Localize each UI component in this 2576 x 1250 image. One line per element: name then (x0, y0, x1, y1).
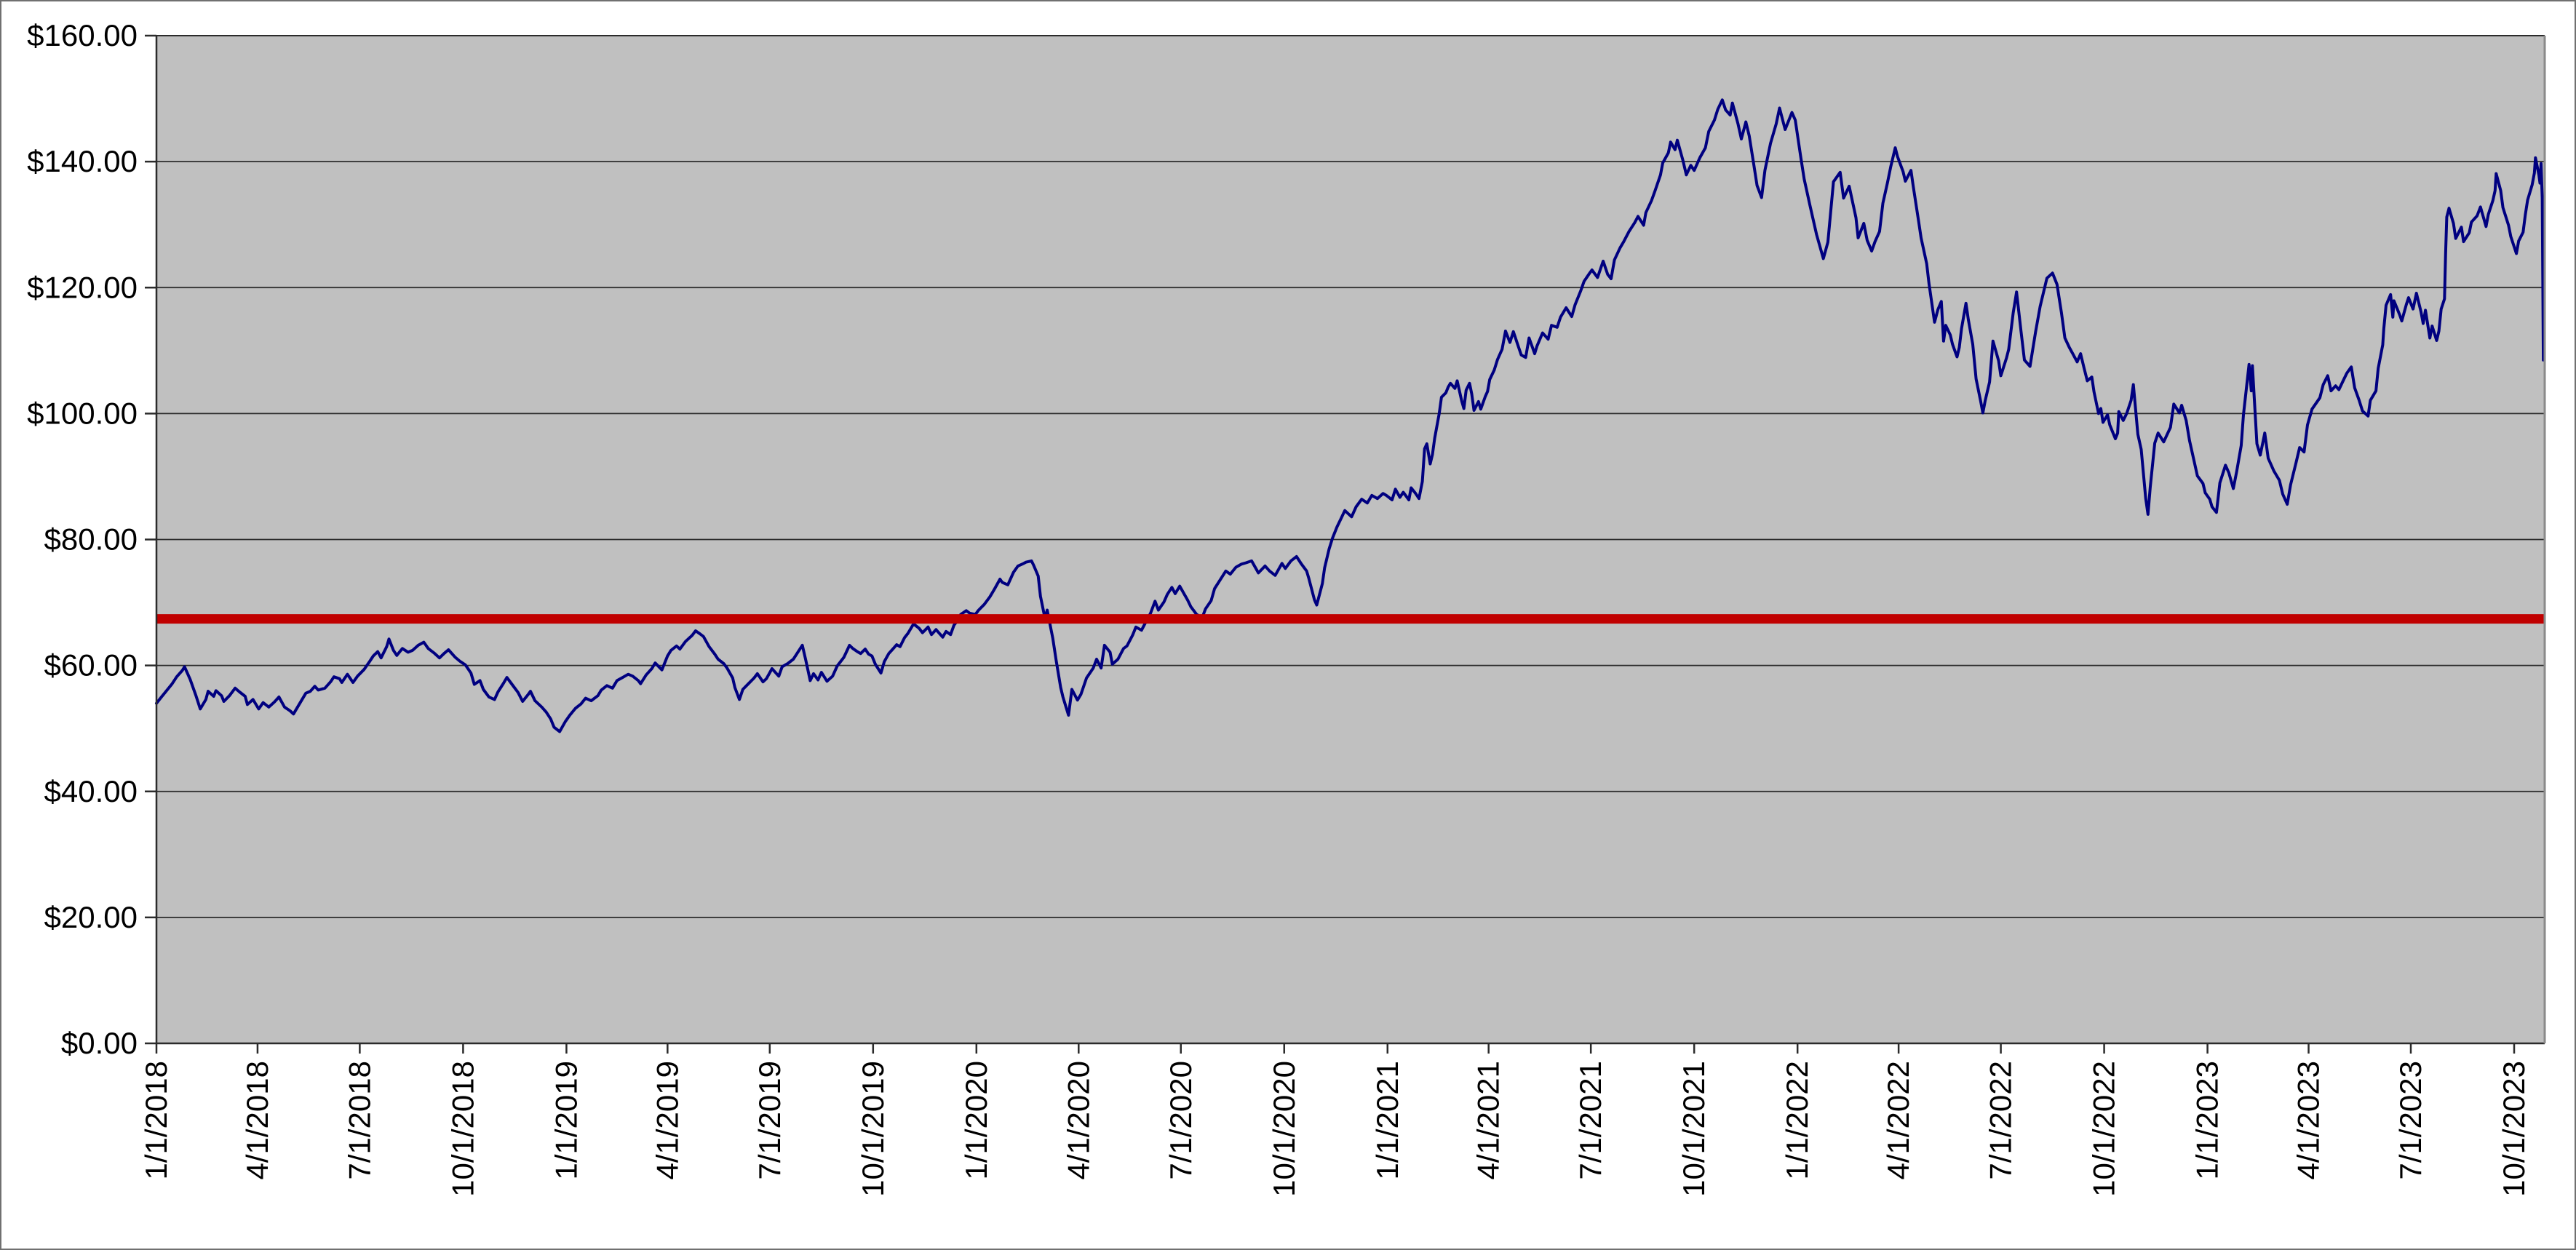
x-axis-label: 4/1/2019 (650, 1061, 684, 1180)
y-axis-label: $140.00 (27, 144, 138, 178)
y-axis-label: $60.00 (44, 648, 138, 682)
x-axis-label: 10/1/2022 (2087, 1061, 2121, 1197)
x-axis-label: 4/1/2022 (1881, 1061, 1915, 1180)
x-axis-label: 7/1/2023 (2393, 1061, 2428, 1180)
x-axis-labels: 1/1/2018 4/1/2018 7/1/2018 10/1/2018 1/1/201… (139, 1061, 2531, 1197)
x-axis-label: 7/1/2020 (1164, 1061, 1198, 1180)
y-axis-label: $20.00 (44, 900, 138, 934)
x-axis-label: 10/1/2018 (445, 1061, 480, 1197)
y-axis-label: $160.00 (27, 18, 138, 52)
x-axis-label: 7/1/2022 (1984, 1061, 2018, 1180)
x-axis-label: 4/1/2020 (1061, 1061, 1095, 1180)
x-axis-label: 10/1/2019 (856, 1061, 890, 1197)
y-axis-labels: $160.00 $140.00 $120.00 $100.00 $80.00 $60.00… (27, 18, 138, 1060)
plot-border (155, 35, 2546, 1045)
price-line-series (155, 98, 2545, 733)
y-axis-label: $80.00 (44, 522, 138, 557)
x-axis-label: 4/1/2018 (240, 1061, 274, 1180)
x-axis-label: 1/1/2019 (549, 1061, 583, 1180)
x-axis-label: 1/1/2022 (1780, 1061, 1814, 1180)
x-axis-label: 10/1/2023 (2497, 1061, 2531, 1197)
x-axis-label: 4/1/2021 (1471, 1061, 1506, 1180)
x-axis-label: 1/1/2020 (959, 1061, 993, 1180)
y-axis-label: $120.00 (27, 270, 138, 304)
x-axis-ticks (155, 1043, 2516, 1054)
x-axis-label: 1/1/2021 (1370, 1061, 1404, 1180)
y-axis-label: $0.00 (61, 1026, 138, 1060)
x-axis-label: 7/1/2018 (342, 1061, 376, 1180)
x-axis-label: 4/1/2023 (2291, 1061, 2326, 1180)
gridlines (156, 161, 2545, 918)
x-axis-label: 1/1/2018 (139, 1061, 173, 1180)
y-axis-ticks (145, 34, 156, 1045)
x-axis-label: 7/1/2021 (1573, 1061, 1607, 1180)
y-axis-label: $40.00 (44, 774, 138, 808)
x-axis-label: 10/1/2020 (1267, 1061, 1301, 1197)
y-axis-label: $100.00 (27, 396, 138, 430)
x-axis-label: 1/1/2023 (2190, 1061, 2225, 1180)
x-axis-label: 7/1/2019 (752, 1061, 787, 1180)
x-axis-label: 10/1/2021 (1677, 1061, 1711, 1197)
